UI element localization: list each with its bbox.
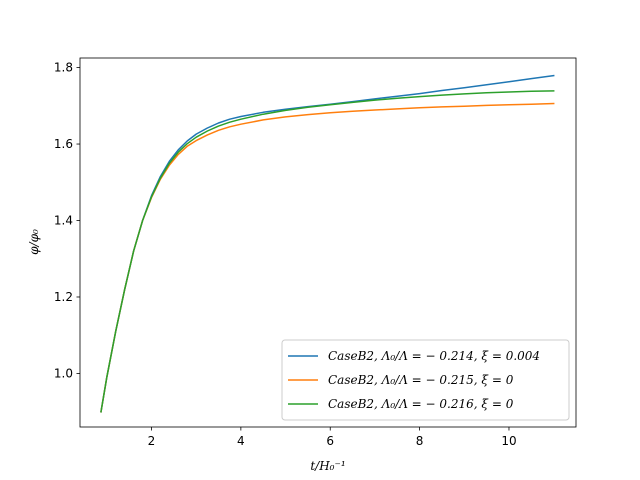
series-lines xyxy=(100,74,555,413)
x-axis-ticks: 2 4 6 8 10 xyxy=(148,427,517,448)
y-tick-label: 1.2 xyxy=(54,290,73,304)
x-axis-label: t/H₀⁻¹ xyxy=(310,459,345,473)
x-tick-label: 8 xyxy=(416,434,424,448)
legend-box xyxy=(281,339,570,421)
y-tick-label: 1.6 xyxy=(54,137,73,151)
x-tick-label: 2 xyxy=(148,434,156,448)
x-tick-label: 6 xyxy=(326,434,334,448)
plot-frame xyxy=(79,57,577,428)
legend-label-2: CaseB2, Λ₀/Λ = − 0.215, ξ = 0 xyxy=(328,373,514,387)
legend: CaseB2, Λ₀/Λ = − 0.214, ξ = 0.004 CaseB2,… xyxy=(281,339,570,421)
x-tick-label: 10 xyxy=(501,434,516,448)
x-tick-label: 4 xyxy=(237,434,245,448)
y-axis-label: φ/φ₀ xyxy=(27,229,41,255)
series-line-3 xyxy=(100,90,555,413)
y-tick-label: 1.8 xyxy=(54,61,73,75)
legend-label-3: CaseB2, Λ₀/Λ = − 0.216, ξ = 0 xyxy=(328,397,514,411)
y-tick-label: 1.4 xyxy=(54,214,73,228)
legend-label-1: CaseB2, Λ₀/Λ = − 0.214, ξ = 0.004 xyxy=(328,349,540,363)
y-axis-ticks: 1.0 1.2 1.4 1.6 1.8 xyxy=(54,61,80,380)
y-tick-label: 1.0 xyxy=(54,366,73,380)
